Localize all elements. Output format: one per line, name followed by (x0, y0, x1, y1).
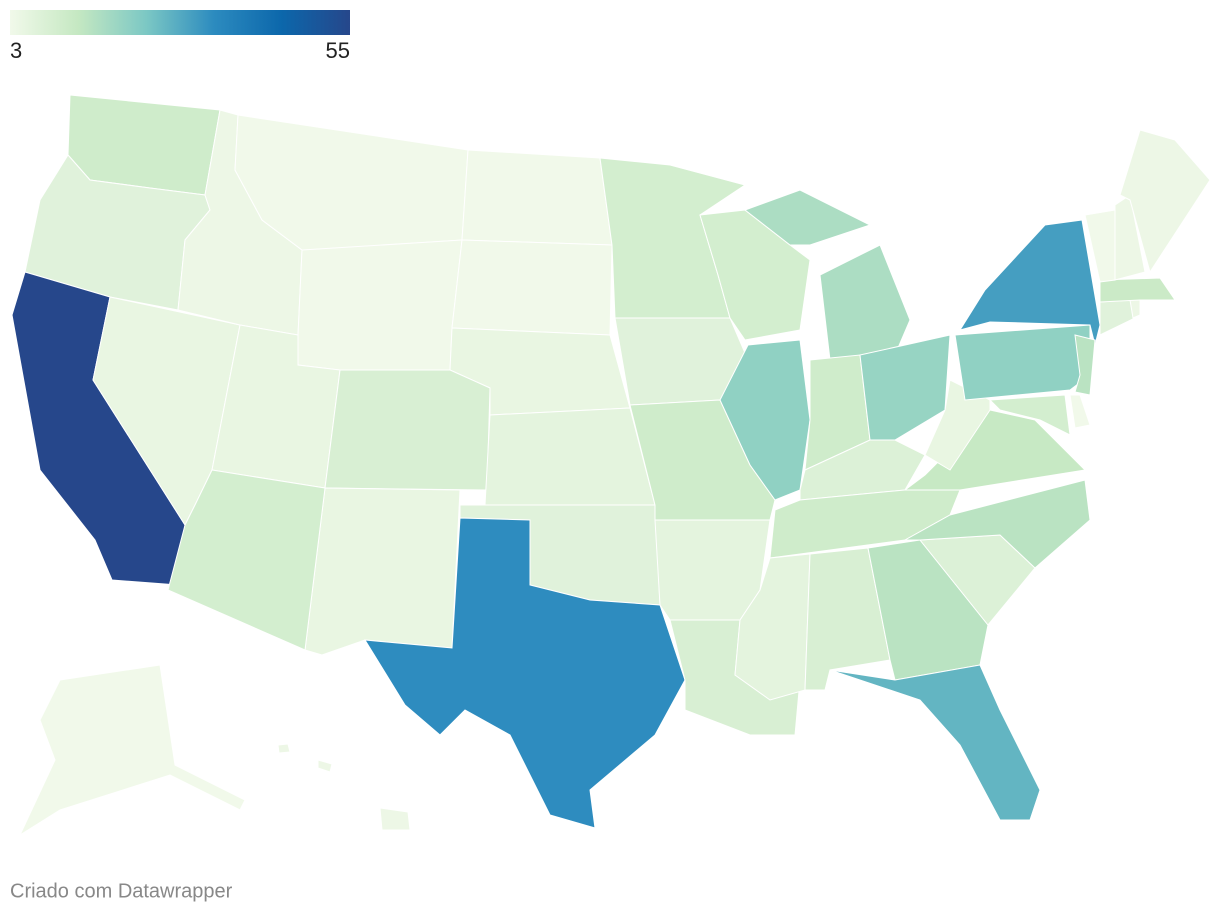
legend-gradient (10, 10, 350, 35)
state (324, 369, 491, 491)
legend-max: 55 (326, 38, 350, 63)
state (924, 379, 991, 471)
state (451, 239, 613, 336)
state (167, 469, 326, 651)
state (18, 664, 246, 837)
state (988, 394, 1071, 436)
state (743, 189, 911, 361)
state (1114, 194, 1146, 281)
state (1099, 299, 1136, 336)
state (829, 664, 1041, 821)
state (461, 149, 613, 246)
state (297, 239, 463, 371)
legend-min: 3 (10, 38, 22, 63)
state (1074, 334, 1096, 396)
state (1099, 277, 1176, 303)
source-note: Criado com Datawrapper (10, 880, 233, 902)
state (1119, 129, 1211, 274)
state (1069, 394, 1091, 429)
state (719, 339, 811, 501)
states (11, 94, 1211, 837)
state (277, 743, 411, 831)
state (304, 487, 461, 656)
state (859, 334, 951, 441)
state (364, 517, 686, 829)
state (903, 479, 1091, 569)
state (954, 324, 1091, 401)
state (484, 407, 656, 506)
